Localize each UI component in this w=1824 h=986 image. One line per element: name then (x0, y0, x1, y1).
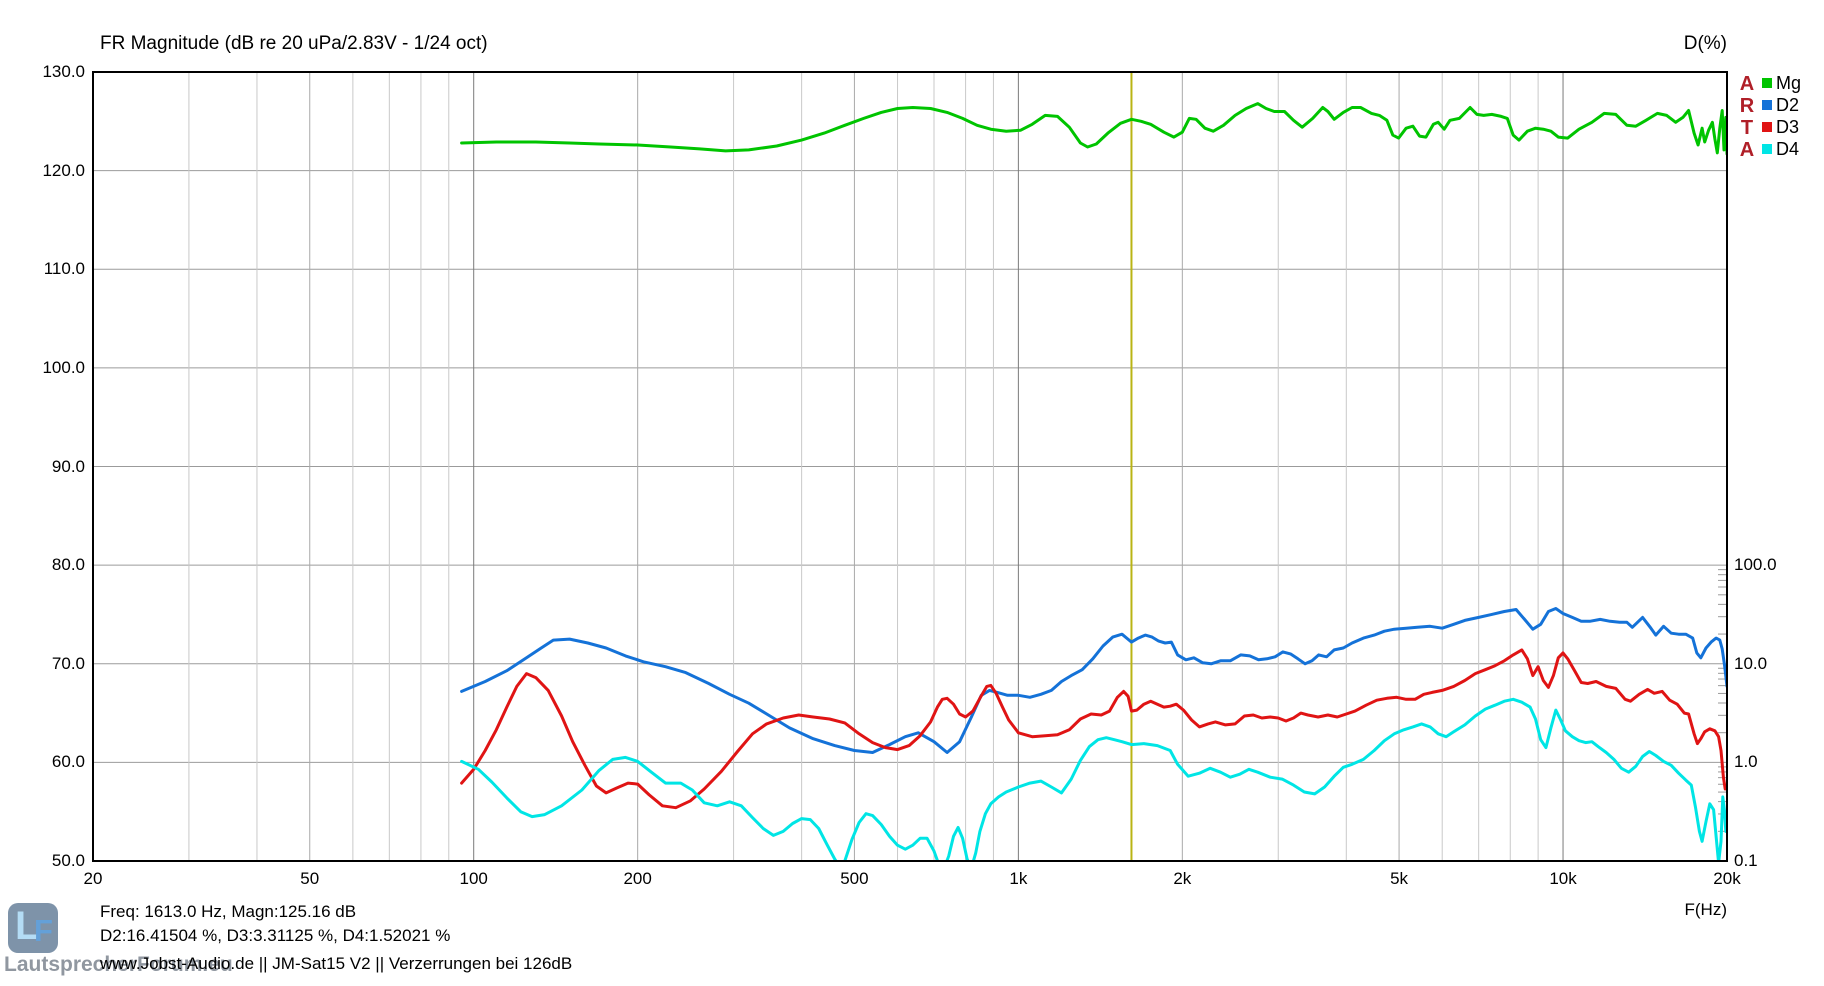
x-axis-tick-label: 50 (300, 869, 320, 888)
x-axis-tick-label: 200 (623, 869, 652, 888)
legend-swatch-d3 (1762, 122, 1772, 132)
logo-letter-f: F (34, 913, 53, 948)
right-axis-tick-label: 100.0 (1734, 555, 1777, 575)
y-axis-tick-label: 120.0 (42, 160, 85, 180)
y-axis-tick-label: 100.0 (42, 357, 85, 377)
gridlines (93, 72, 1727, 861)
y-axis-tick-label: 70.0 (51, 653, 85, 673)
logo-letter-l: L (15, 904, 40, 948)
legend-swatch-mg (1762, 78, 1772, 88)
chart-title: FR Magnitude (dB re 20 uPa/2.83V - 1/24 … (100, 33, 488, 54)
cursor-readout-distortion: D2:16.41504 %, D3:3.31125 %, D4:1.52021 … (100, 926, 451, 945)
x-axis-tick-label: 1k (1009, 869, 1028, 888)
x-axis-tick-label: 10k (1549, 869, 1577, 888)
plot-border (92, 71, 1728, 862)
legend-swatch-d2 (1762, 100, 1772, 110)
arta-watermark-letter: R (1739, 95, 1755, 117)
x-axis-tick-label: 500 (840, 869, 869, 888)
legend-swatch-d4 (1762, 144, 1772, 154)
x-axis-tick-label: 5k (1390, 869, 1409, 888)
legend-item-d3[interactable]: D3 (1776, 117, 1800, 137)
x-axis-tick-label: 100 (459, 869, 488, 888)
legend-item-mg[interactable]: Mg (1776, 73, 1802, 93)
y-axis-tick-label: 130.0 (42, 62, 85, 81)
curve-d3 (460, 648, 1727, 810)
x-axis-unit-label: F(Hz) (1684, 900, 1727, 919)
arta-watermark-letter: A (1739, 139, 1755, 161)
legend-item-d4[interactable]: D4 (1776, 139, 1800, 159)
x-axis-tick-label: 20k (1713, 869, 1741, 888)
x-axis-tick-label: 20 (83, 869, 103, 888)
arta-watermark-letter: T (1740, 117, 1754, 139)
footer-project-info: www.Jobst-Audio.de || JM-Sat15 V2 || Ver… (100, 954, 573, 973)
right-axis-tick-label: 1.0 (1734, 752, 1758, 772)
curve-mg (460, 102, 1727, 156)
watermark-text: LautsprecherForum.eu (4, 953, 233, 976)
right-axis-title: D(%) (1683, 33, 1727, 54)
right-axis-tick-label: 10.0 (1734, 653, 1768, 673)
y-axis-tick-label: 110.0 (43, 259, 85, 279)
y-axis-tick-label: 50.0 (51, 851, 85, 870)
cursor-readout-freq-magn: Freq: 1613.0 Hz, Magn:125.16 dB (100, 902, 357, 921)
curve-d4 (460, 697, 1727, 861)
arta-watermark-letter: A (1739, 73, 1755, 95)
legend-item-d2[interactable]: D2 (1776, 95, 1800, 115)
y-axis-tick-label: 80.0 (51, 555, 85, 575)
right-axis-tick-label: 0.1 (1734, 851, 1758, 870)
x-axis-tick-label: 2k (1173, 869, 1192, 888)
y-axis-tick-label: 90.0 (51, 456, 85, 476)
lautsprecherforum-logo: L F (8, 903, 58, 953)
curves (460, 102, 1727, 861)
right-axis-minor-ticks (1718, 569, 1727, 832)
curve-d2 (460, 607, 1727, 754)
y-axis-tick-label: 60.0 (51, 752, 85, 772)
